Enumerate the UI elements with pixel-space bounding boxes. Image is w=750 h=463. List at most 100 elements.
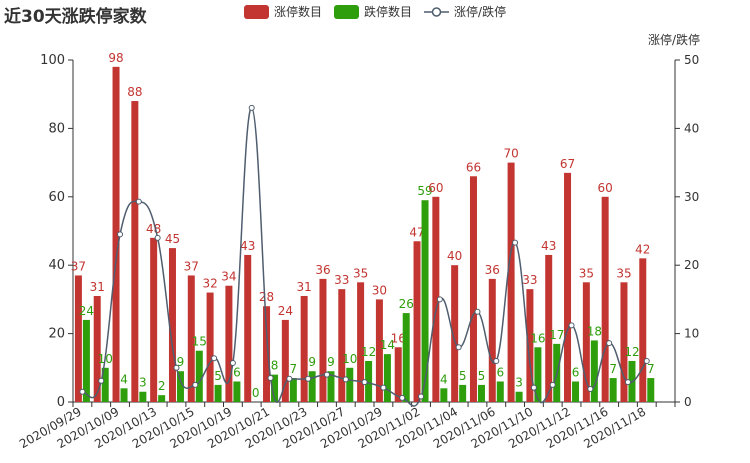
legend: 涨停数目 跌停数目 涨停/跌停 xyxy=(244,3,518,20)
bar-limit-down xyxy=(289,378,297,402)
data-label-limit-up: 42 xyxy=(635,242,650,256)
data-label-limit-down: 15 xyxy=(192,335,207,349)
point-ratio xyxy=(549,381,556,388)
point-ratio xyxy=(79,388,86,395)
bar-limit-down xyxy=(327,371,335,402)
data-label-limit-up: 98 xyxy=(108,51,123,65)
legend-swatch-limit-up xyxy=(244,4,269,19)
y-tick-label-right: 10 xyxy=(684,327,699,341)
bar-limit-down xyxy=(346,367,354,402)
data-label-limit-up: 31 xyxy=(90,280,105,294)
bar-limit-down xyxy=(365,360,373,402)
point-ratio xyxy=(530,384,537,391)
point-ratio xyxy=(98,377,105,384)
bar-limit-down xyxy=(176,371,184,402)
point-ratio xyxy=(286,375,293,382)
point-ratio xyxy=(512,239,519,246)
data-label-limit-up: 33 xyxy=(522,273,537,287)
bar-limit-up xyxy=(375,299,383,402)
data-label-limit-up: 35 xyxy=(579,266,594,280)
y-tick-label-left: 100 xyxy=(40,53,65,68)
data-label-limit-down: 2 xyxy=(158,379,166,393)
data-label-limit-up: 36 xyxy=(485,263,500,277)
data-label-limit-down: 8 xyxy=(271,359,279,373)
data-label-limit-down: 4 xyxy=(120,372,128,386)
legend-item-limit-down[interactable]: 跌停数目 xyxy=(334,3,412,20)
data-label-limit-up: 45 xyxy=(165,232,180,246)
bar-limit-down xyxy=(402,313,410,402)
bar-limit-up xyxy=(507,162,515,402)
bar-limit-down xyxy=(440,388,448,402)
data-label-limit-up: 30 xyxy=(372,283,387,297)
y-tick-label-right: 40 xyxy=(684,121,699,135)
point-ratio xyxy=(135,198,142,205)
bar-limit-up xyxy=(526,289,534,402)
point-ratio xyxy=(643,357,650,364)
bar-limit-up xyxy=(564,172,572,402)
point-ratio xyxy=(229,360,236,367)
data-label-limit-down: 59 xyxy=(417,184,432,198)
data-label-limit-up: 34 xyxy=(221,270,236,284)
point-ratio xyxy=(418,393,425,400)
bar-limit-down xyxy=(120,388,128,402)
point-ratio xyxy=(380,384,387,391)
data-label-limit-down: 3 xyxy=(139,376,147,390)
data-label-limit-up: 40 xyxy=(447,249,462,263)
bar-limit-down xyxy=(101,367,109,402)
data-label-limit-up: 35 xyxy=(616,266,631,280)
data-label-limit-down: 7 xyxy=(290,362,298,376)
bar-limit-down xyxy=(459,384,467,402)
data-label-limit-up: 88 xyxy=(127,85,142,99)
data-label-limit-down: 6 xyxy=(572,365,580,379)
bar-limit-down xyxy=(271,374,279,402)
point-ratio xyxy=(606,340,613,347)
bar-limit-up xyxy=(168,248,176,402)
point-ratio xyxy=(361,379,368,386)
data-label-limit-up: 70 xyxy=(503,147,518,161)
data-label-limit-down: 12 xyxy=(624,345,639,359)
bar-limit-up xyxy=(639,258,647,402)
data-label-limit-down: 7 xyxy=(609,362,617,376)
data-label-limit-up: 24 xyxy=(278,304,293,318)
point-ratio xyxy=(117,231,124,238)
bar-limit-up xyxy=(74,275,82,402)
point-ratio xyxy=(192,381,199,388)
data-label-limit-up: 37 xyxy=(184,259,199,273)
data-label-limit-down: 16 xyxy=(530,331,545,345)
data-label-limit-up: 48 xyxy=(146,222,161,236)
data-label-limit-up: 60 xyxy=(598,181,613,195)
data-label-limit-up: 43 xyxy=(240,239,255,253)
y-tick-label-right: 50 xyxy=(684,53,699,67)
legend-item-limit-up[interactable]: 涨停数目 xyxy=(244,3,322,20)
bar-limit-up xyxy=(300,295,308,402)
bar-limit-down xyxy=(647,378,655,402)
bar-limit-up xyxy=(319,278,327,402)
point-ratio xyxy=(568,322,575,329)
data-label-limit-down: 17 xyxy=(549,328,564,342)
bar-limit-down xyxy=(421,200,429,402)
y-tick-label-left: 40 xyxy=(48,258,65,273)
data-label-limit-up: 60 xyxy=(428,181,443,195)
point-ratio xyxy=(624,379,631,386)
point-ratio xyxy=(248,104,255,111)
legend-item-ratio[interactable]: 涨停/跌停 xyxy=(424,3,506,20)
point-ratio xyxy=(211,355,218,362)
bar-limit-up xyxy=(338,289,346,402)
data-label-limit-down: 26 xyxy=(399,297,414,311)
legend-swatch-ratio xyxy=(424,6,450,17)
y-tick-label-right: 0 xyxy=(684,395,692,409)
bar-limit-up xyxy=(206,292,214,402)
data-label-limit-down: 9 xyxy=(177,355,185,369)
bar-limit-up xyxy=(469,176,477,402)
bar-limit-down xyxy=(515,391,523,402)
point-ratio xyxy=(474,308,481,315)
data-label-limit-down: 12 xyxy=(361,345,376,359)
y-tick-label-left: 20 xyxy=(48,327,65,342)
bar-limit-down xyxy=(139,391,147,402)
point-ratio xyxy=(173,364,180,371)
bar-limit-up xyxy=(357,282,365,402)
data-label-limit-up: 33 xyxy=(334,273,349,287)
data-label-limit-down: 7 xyxy=(647,362,655,376)
y-tick-label-left: 0 xyxy=(57,395,65,410)
